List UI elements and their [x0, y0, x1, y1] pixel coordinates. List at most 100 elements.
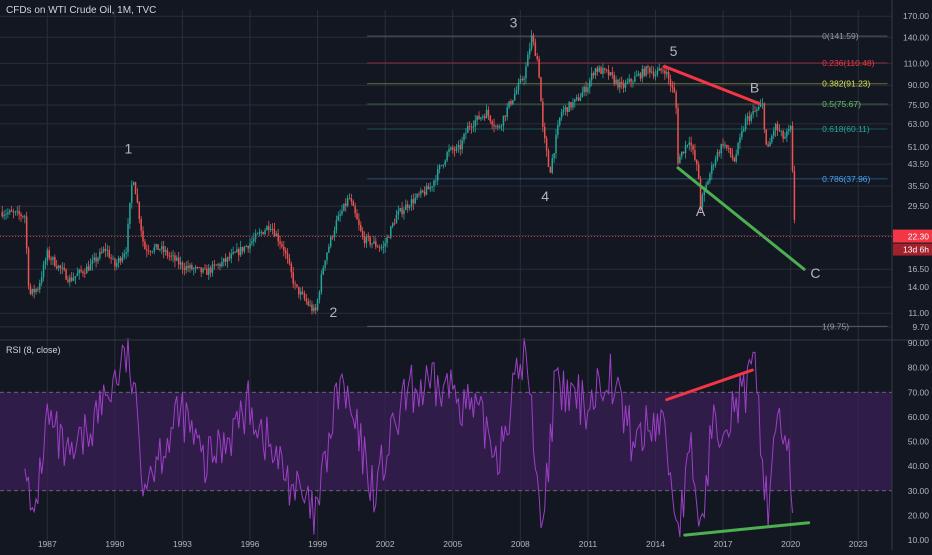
candle-body — [575, 97, 578, 100]
countdown-label: 13d 6h — [903, 245, 929, 255]
candle-body — [705, 184, 707, 190]
candle-body — [168, 255, 171, 257]
wave-label: 2 — [329, 304, 337, 320]
candle-body — [95, 257, 97, 262]
candle-body — [189, 264, 191, 269]
candle-body — [112, 258, 114, 260]
candle-body — [153, 247, 156, 252]
candle-body — [5, 214, 7, 215]
candle-body — [40, 276, 43, 284]
candle-body — [752, 110, 754, 115]
candle-body — [615, 79, 617, 84]
price-tick-label: 63.00 — [908, 119, 930, 129]
candle-body — [664, 70, 666, 74]
candle-body — [703, 189, 706, 196]
fib-level-label: 0.382(91.23) — [822, 79, 870, 89]
candle-body — [551, 158, 553, 173]
time-tick-label: 2023 — [849, 539, 868, 549]
price-support-trendline[interactable] — [676, 166, 806, 271]
price-resistance-trendline[interactable] — [662, 64, 761, 106]
candle-body — [31, 288, 34, 295]
candle-body — [345, 203, 347, 206]
candle-body — [217, 264, 219, 266]
rsi-panel[interactable] — [0, 338, 892, 537]
price-tick-label: 90.00 — [908, 80, 930, 90]
candle-body — [756, 109, 758, 112]
candle-body — [361, 230, 364, 237]
candle-body — [418, 194, 420, 195]
fib-level-label: 0(141.59) — [822, 31, 859, 41]
candle-body — [116, 262, 118, 267]
candle-body — [46, 250, 49, 261]
candle-body — [129, 202, 131, 224]
candle-body — [622, 84, 625, 88]
candle-body — [587, 87, 589, 92]
wave-labels: 1 2 3 4 5 A B C — [124, 15, 820, 321]
candle-body — [253, 238, 255, 242]
candle-body — [1, 211, 4, 217]
candle-body — [769, 141, 771, 147]
candle-body — [682, 151, 685, 154]
candle-body — [536, 56, 538, 59]
candle-body — [450, 147, 452, 150]
candle-body — [528, 48, 531, 55]
candle-body — [198, 267, 201, 268]
candle-body — [455, 146, 458, 151]
candle-body — [429, 187, 431, 190]
rsi-line[interactable] — [24, 338, 793, 537]
candle-body — [525, 66, 527, 79]
candle-body — [774, 124, 777, 131]
candle-body — [313, 307, 315, 312]
candle-body — [613, 74, 615, 84]
candle-body — [530, 35, 533, 49]
candle-body — [589, 80, 591, 88]
candle-body — [577, 97, 580, 101]
candle-body — [748, 116, 751, 121]
last-price-label: 22.30 — [908, 232, 930, 242]
candle-body — [29, 285, 32, 295]
candle-body — [658, 68, 660, 71]
candle-body — [585, 86, 587, 92]
candle-body — [191, 264, 193, 270]
candle-body — [729, 148, 732, 155]
candle-body — [22, 216, 24, 218]
rsi-tick-label: 80.00 — [908, 363, 930, 373]
candle-body — [665, 72, 668, 74]
candle-body — [142, 230, 144, 242]
price-tick-label: 140.00 — [903, 32, 929, 42]
rsi-resistance-trendline[interactable] — [665, 368, 754, 402]
candle-body — [500, 125, 503, 127]
candle-body — [559, 117, 561, 125]
candle-body — [281, 243, 283, 247]
candle-body — [436, 169, 439, 181]
candle-body — [382, 246, 385, 248]
fib-level-label: 0.5(75.67) — [822, 99, 861, 109]
candle-body — [375, 241, 377, 247]
candle-body — [543, 126, 546, 139]
candle-body — [566, 107, 569, 113]
candle-body — [393, 223, 396, 225]
candle-body — [562, 109, 565, 113]
candle-body — [609, 72, 612, 76]
candle-body — [457, 145, 460, 147]
candle-body — [397, 211, 400, 215]
price-tick-label: 43.50 — [908, 159, 930, 169]
candle-body — [63, 267, 65, 270]
price-tick-label: 29.50 — [908, 201, 930, 211]
rsi-support-trendline[interactable] — [683, 521, 811, 537]
candle-body — [238, 249, 240, 256]
candle-body — [681, 151, 683, 157]
trendlines[interactable] — [662, 64, 811, 537]
price-candles[interactable] — [1, 29, 796, 315]
candle-body — [701, 195, 704, 207]
candle-body — [604, 68, 606, 70]
candle-body — [262, 232, 264, 235]
candle-body — [791, 125, 794, 171]
candle-body — [784, 136, 786, 139]
candle-body — [761, 103, 764, 105]
candle-body — [16, 210, 19, 212]
candle-body — [264, 230, 266, 235]
candle-body — [778, 129, 781, 131]
candle-body — [230, 253, 233, 259]
candle-body — [138, 202, 141, 220]
